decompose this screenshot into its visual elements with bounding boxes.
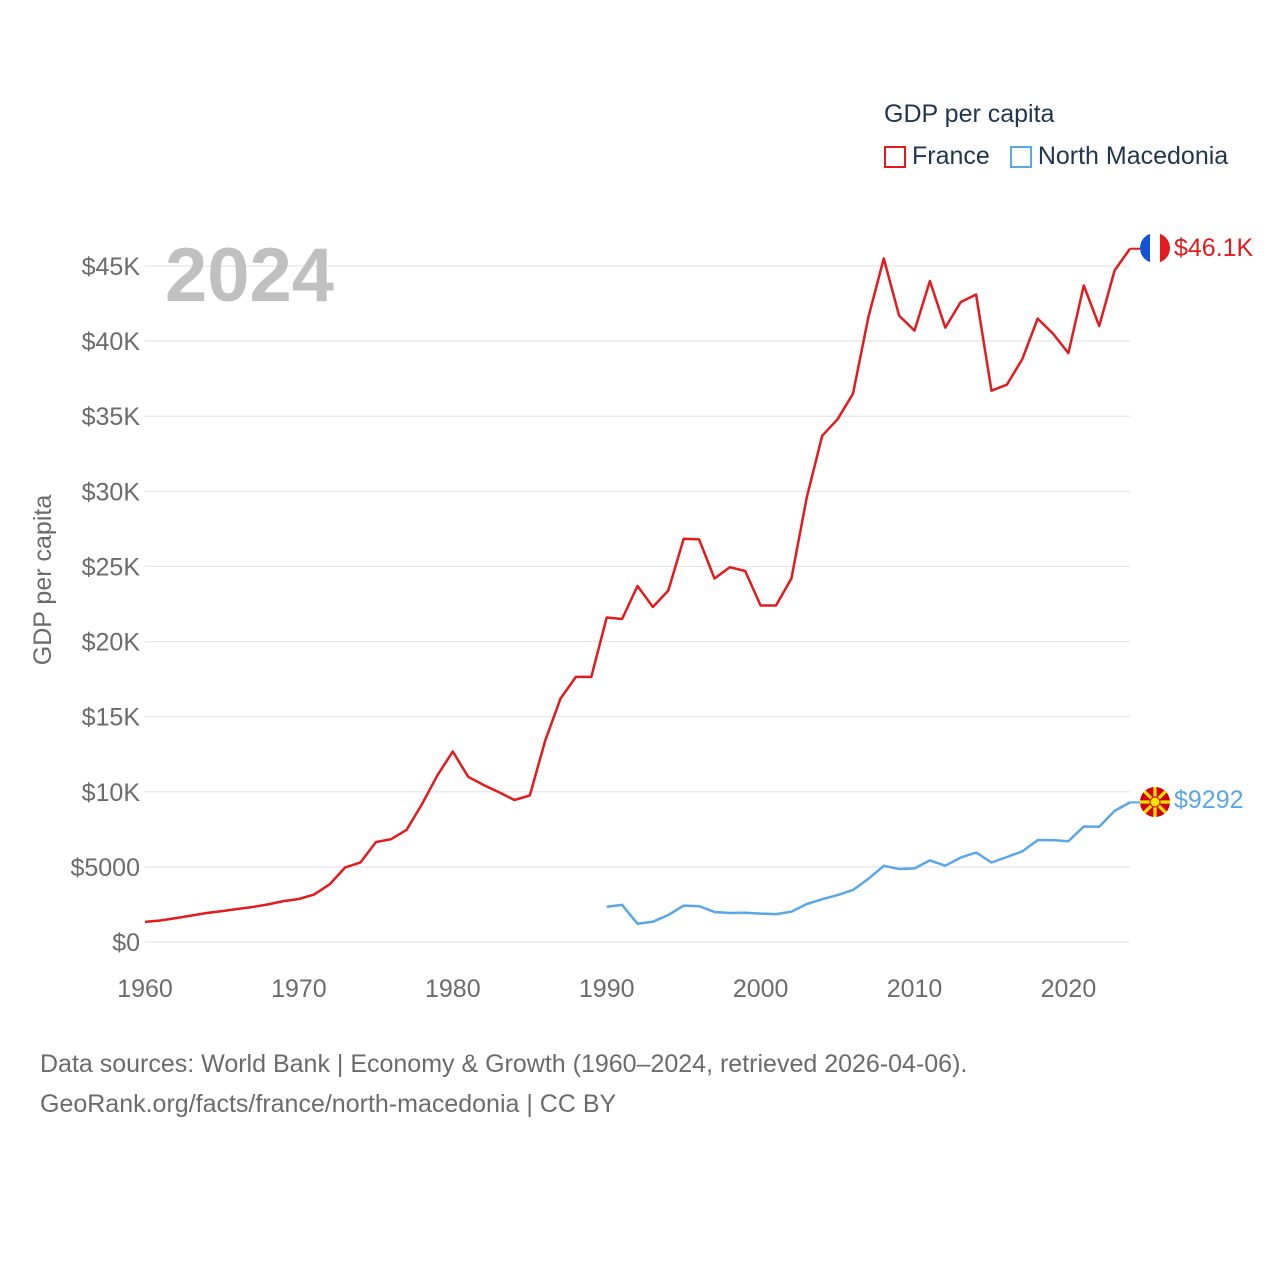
france-end-label: $46.1K	[1174, 234, 1254, 262]
y-tick-label: $35K	[82, 403, 141, 431]
legend-title: GDP per capita	[884, 100, 1055, 128]
y-tick-label: $15K	[82, 704, 141, 732]
y-tick-label: $25K	[82, 553, 141, 581]
x-axis-ticks: 1960 1970 1980 1990 2000 2010 2020	[117, 975, 1096, 1003]
north-macedonia-end-label: $9292	[1174, 786, 1244, 814]
legend-item-france[interactable]: France	[884, 142, 990, 171]
series-line-france	[144, 247, 1132, 924]
y-tick-label: $10K	[82, 779, 141, 807]
legend: France North Macedonia	[884, 142, 1248, 171]
x-tick-label: 2000	[733, 975, 789, 1003]
legend-label-north-macedonia: North Macedonia	[1037, 142, 1229, 170]
legend-swatch-north-macedonia	[1009, 145, 1032, 168]
y-axis-ticks: $0 $5000 $10K $15K $20K $25K $30K $35K $40K $45K	[70, 253, 140, 957]
source-line-2[interactable]: GeoRank.org/facts/france/north-macedonia…	[40, 1090, 617, 1118]
series-line-north-macedonia	[606, 801, 1131, 925]
y-tick-label: $40K	[82, 328, 141, 356]
x-tick-label: 1980	[425, 975, 481, 1003]
legend-swatch-france	[884, 145, 906, 168]
y-tick-label: $0	[112, 929, 140, 957]
x-tick-label: 1990	[579, 975, 635, 1003]
y-tick-label: $30K	[82, 478, 141, 506]
data-source: Data sources: World Bank | Economy & Gro…	[40, 1044, 967, 1124]
north-macedonia-flag-icon	[1140, 787, 1170, 817]
legend-item-north-macedonia[interactable]: North Macedonia	[1009, 142, 1229, 171]
gridlines	[145, 265, 1130, 943]
x-tick-label: 2010	[887, 975, 943, 1003]
source-line-1: Data sources: World Bank | Economy & Gro…	[40, 1050, 968, 1078]
series-lines	[144, 247, 1140, 925]
y-tick-label: $20K	[82, 629, 141, 657]
year-label: 2024	[165, 233, 335, 318]
legend-label-france: France	[912, 142, 990, 170]
y-axis-label: GDP per capita	[29, 495, 57, 666]
x-tick-label: 1970	[271, 975, 327, 1003]
y-tick-label: $5000	[70, 854, 140, 882]
x-tick-label: 2020	[1041, 975, 1097, 1003]
france-flag-icon	[1140, 233, 1170, 263]
y-tick-label: $45K	[82, 253, 141, 281]
x-tick-label: 1960	[117, 975, 173, 1003]
